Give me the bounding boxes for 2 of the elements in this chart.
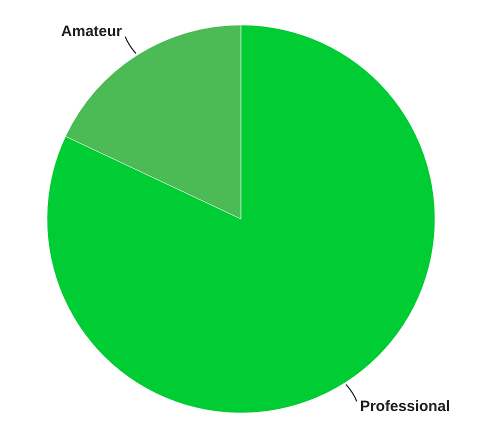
slice-label: Amateur xyxy=(61,23,122,40)
slice-label: Professional xyxy=(360,398,450,415)
